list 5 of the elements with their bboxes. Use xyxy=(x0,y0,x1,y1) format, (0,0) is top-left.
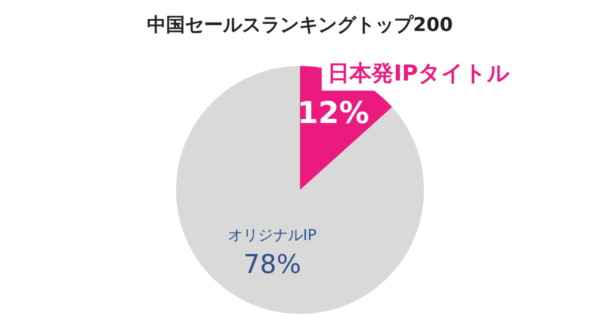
chart-title: 中国セールスランキングトップ200 xyxy=(146,13,454,38)
slice-label: 日本発IPタイトル xyxy=(328,61,510,86)
data-label: 78% xyxy=(243,250,302,280)
data-label: 12% xyxy=(297,96,370,132)
slice-label: オリジナルIP xyxy=(228,226,317,244)
